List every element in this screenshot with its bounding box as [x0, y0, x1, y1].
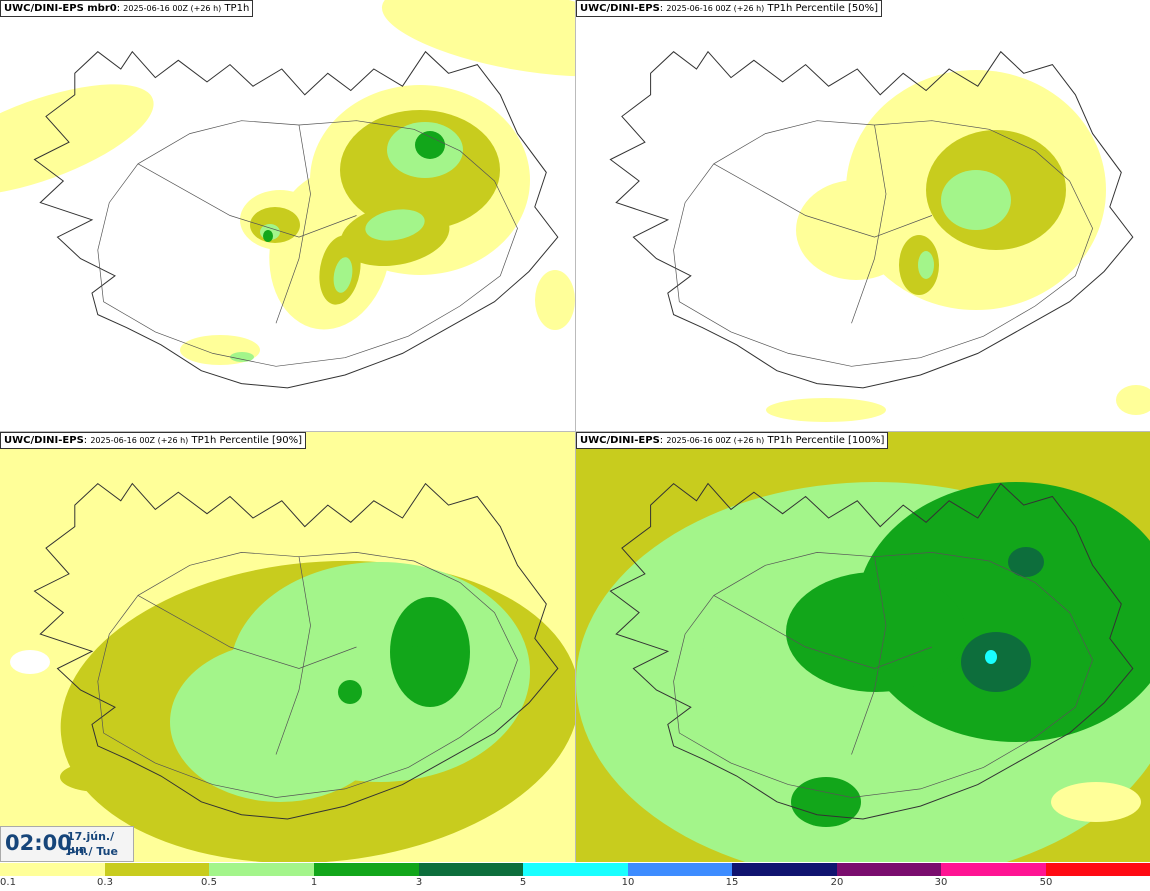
road-line	[713, 163, 933, 238]
color-scale-tick-label: 0.1	[0, 877, 16, 888]
panel-p90: UWC/DINI-EPS: 2025-06-16 00Z (+26 h) TP1…	[0, 432, 575, 862]
color-scale-tick-label: 1	[310, 877, 318, 888]
color-scale-tick-label: 10	[621, 877, 635, 888]
coastline	[609, 482, 1134, 820]
road-line	[137, 595, 357, 669]
panel-p100: UWC/DINI-EPS: 2025-06-16 00Z (+26 h) TP1…	[576, 432, 1150, 862]
color-scale-segment	[732, 863, 837, 876]
precip-area	[985, 650, 997, 664]
color-scale-tick-label: 0.3	[97, 877, 113, 888]
valid-date: 17.jún./ Jun	[67, 830, 115, 856]
road-line	[673, 552, 1093, 798]
precip-area	[791, 777, 861, 827]
road-line	[851, 556, 887, 755]
color-scale-tick-label: 3	[415, 877, 423, 888]
precip-area	[1116, 385, 1150, 415]
precip-area	[338, 680, 362, 704]
color-scale-segment	[105, 863, 209, 876]
precip-area	[170, 642, 390, 802]
precip-area	[230, 352, 254, 362]
precip-area	[535, 270, 575, 330]
precip-area	[1008, 547, 1044, 577]
product-name: TP1h Percentile [90%]	[191, 435, 303, 446]
run-time: 2025-06-16 00Z (+26 h)	[90, 436, 189, 445]
precip-area	[390, 597, 470, 707]
color-scale-tick-label: 30	[934, 877, 948, 888]
color-scale-segment	[209, 863, 314, 876]
product-name: TP1h Percentile [50%]	[767, 3, 879, 14]
panel-mbr0: UWC/DINI-EPS mbr0: 2025-06-16 00Z (+26 h…	[0, 0, 575, 431]
color-scale-segment	[941, 863, 1046, 876]
road-line	[851, 124, 887, 324]
precip-area	[10, 650, 50, 674]
road-line	[275, 556, 311, 755]
precip-area	[1051, 782, 1141, 822]
precip-area	[381, 0, 575, 77]
product-name: TP1h Percentile [100%]	[767, 435, 885, 446]
precip-area	[796, 180, 916, 280]
panel-title: UWC/DINI-EPS mbr0: 2025-06-16 00Z (+26 h…	[0, 0, 254, 17]
color-scale-segment	[837, 863, 941, 876]
model-name: UWC/DINI-EPS mbr0	[4, 3, 117, 14]
precip-area	[263, 230, 273, 242]
precip-area	[333, 257, 353, 293]
coastline	[33, 50, 559, 389]
road-line	[673, 120, 1093, 367]
road-line	[275, 124, 311, 324]
panel-title: UWC/DINI-EPS: 2025-06-16 00Z (+26 h) TP1…	[576, 432, 889, 449]
color-scale-tick-label: 15	[725, 877, 739, 888]
road-line	[137, 163, 357, 238]
valid-weekday: Þri./ Tue	[67, 845, 118, 858]
color-scale-segment	[0, 863, 105, 876]
color-scale-segment	[314, 863, 419, 876]
precip-map-p50	[609, 50, 1150, 422]
precip-area	[941, 170, 1011, 230]
panel-title: UWC/DINI-EPS: 2025-06-16 00Z (+26 h) TP1…	[576, 0, 883, 17]
panel-p50: UWC/DINI-EPS: 2025-06-16 00Z (+26 h) TP1…	[576, 0, 1150, 431]
color-scale-tick-label: 20	[830, 877, 844, 888]
model-name: UWC/DINI-EPS	[580, 3, 660, 14]
precip-area	[766, 398, 886, 422]
color-scale-tick-label: 5	[519, 877, 527, 888]
road-line	[97, 552, 518, 798]
color-scale-tick-label: 0.5	[201, 877, 217, 888]
road-line	[713, 595, 933, 669]
precip-area	[403, 607, 427, 647]
precip-area	[60, 762, 140, 792]
precip-area	[786, 572, 966, 692]
precip-area	[365, 209, 425, 241]
precip-area	[0, 84, 154, 196]
color-scale-tick-label: 50	[1039, 877, 1053, 888]
valid-time: 02:00	[5, 831, 72, 855]
color-scale-segment	[628, 863, 732, 876]
run-time: 2025-06-16 00Z (+26 h)	[666, 4, 765, 13]
precip-area	[666, 647, 766, 717]
panel-title: UWC/DINI-EPS: 2025-06-16 00Z (+26 h) TP1…	[0, 432, 307, 449]
coastline	[33, 482, 559, 820]
precip-area	[961, 632, 1031, 692]
run-time: 2025-06-16 00Z (+26 h)	[123, 4, 222, 13]
precip-area	[918, 251, 934, 279]
color-scale-segment	[419, 863, 523, 876]
precip-area	[415, 131, 445, 159]
model-name: UWC/DINI-EPS	[4, 435, 84, 446]
precip-map-p100	[576, 432, 1150, 862]
color-scale-segment	[523, 863, 628, 876]
run-time: 2025-06-16 00Z (+26 h)	[666, 436, 765, 445]
color-scale-bar	[0, 863, 1150, 876]
coastline	[609, 50, 1134, 389]
road-line	[97, 120, 518, 367]
precip-map-p90	[0, 432, 575, 862]
model-name: UWC/DINI-EPS	[580, 435, 660, 446]
product-name: TP1h	[224, 3, 250, 14]
color-scale-segment	[1046, 863, 1150, 876]
valid-time-box: 02:00 17.jún./ Jun Þri./ Tue	[0, 826, 134, 862]
color-scale-ticks: 0.1 0.3 0.5 1 3 5 10 15 20 30 50	[0, 877, 1150, 891]
panel-divider-horizontal	[0, 431, 1150, 432]
precip-map-mbr0	[0, 0, 575, 389]
